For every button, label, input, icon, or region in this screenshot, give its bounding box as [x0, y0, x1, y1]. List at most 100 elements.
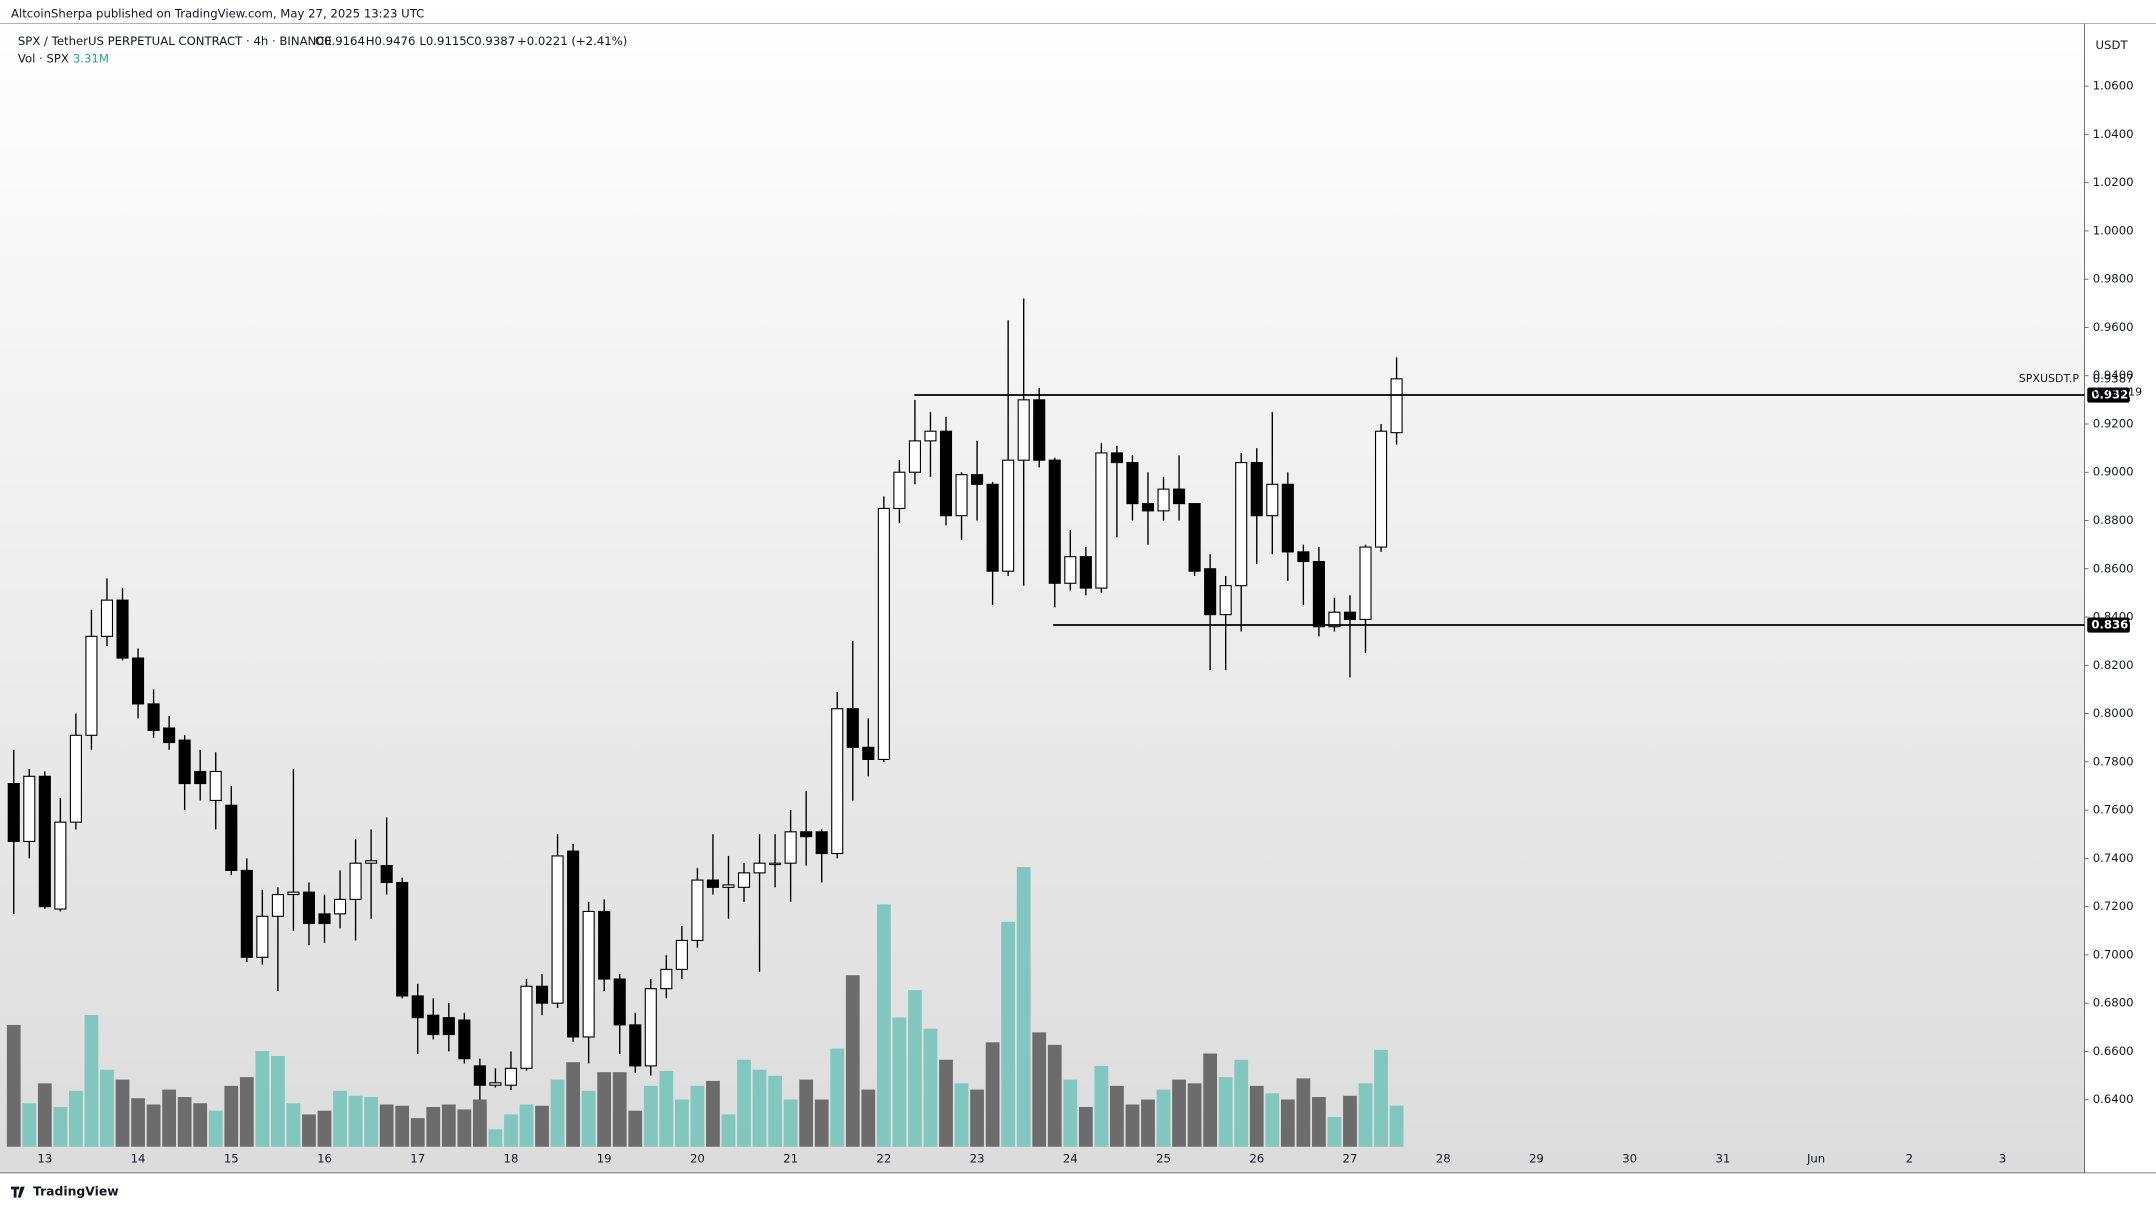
volume-bar [287, 1103, 301, 1147]
volume-bar [1126, 1104, 1140, 1146]
volume-bar [675, 1100, 689, 1147]
candle-body [1049, 460, 1060, 583]
y-tick-label: 0.6600 [2093, 1044, 2134, 1058]
volume-bar [644, 1086, 658, 1147]
candle-body [909, 441, 920, 472]
plot-background [0, 0, 2085, 1173]
candle-body [195, 771, 206, 783]
volume-bar [1281, 1100, 1295, 1147]
candle-body [1111, 453, 1122, 463]
volume-bar [193, 1103, 207, 1147]
volume-bar [224, 1086, 238, 1147]
candle-body [568, 851, 579, 1037]
candle-body [1391, 379, 1402, 433]
candle-body [8, 784, 19, 842]
candle-body [1360, 547, 1371, 619]
volume-bar [1001, 922, 1015, 1147]
candle-body [133, 658, 144, 704]
candle-body [505, 1068, 516, 1085]
y-tick-label: 0.8200 [2093, 658, 2134, 672]
volume-bar [1219, 1077, 1233, 1147]
candle-body [537, 986, 548, 1003]
x-tick-label: 13 [37, 1152, 52, 1166]
candle-body [474, 1066, 485, 1085]
volume-bar [1390, 1106, 1404, 1147]
candle-body [972, 475, 983, 485]
candle-body [552, 856, 563, 1003]
volume-bar [1234, 1060, 1248, 1147]
volume-bar [846, 975, 860, 1147]
volume-bar [986, 1042, 1000, 1146]
candle-body [583, 911, 594, 1036]
candle-body [521, 986, 532, 1068]
volume-bar [659, 1071, 673, 1147]
volume-bar [551, 1080, 565, 1147]
volume-bar [318, 1111, 332, 1147]
x-tick-label: 24 [1063, 1152, 1078, 1166]
x-tick-label: 25 [1156, 1152, 1171, 1166]
last-price-label: 0.9387 [2093, 371, 2134, 385]
candle-body [24, 776, 35, 841]
x-tick-label: 28 [1436, 1152, 1451, 1166]
candle-body [1174, 489, 1185, 503]
candle-body [412, 996, 423, 1018]
candle-body [925, 431, 936, 441]
volume-bar [1095, 1066, 1109, 1147]
volume-bar [815, 1100, 829, 1147]
volume-bar [1328, 1117, 1342, 1147]
candle-body [1282, 484, 1293, 552]
volume-bar [970, 1090, 984, 1147]
countdown: 02:36:19 [2093, 386, 2142, 399]
volume-bar [1063, 1080, 1077, 1147]
volume-bar [209, 1111, 223, 1147]
y-tick-label: 0.7400 [2093, 851, 2134, 865]
volume-bar [69, 1091, 83, 1147]
volume-bar [939, 1060, 953, 1147]
volume-bar [1343, 1096, 1357, 1147]
volume-bar [1110, 1086, 1124, 1147]
candle-body [1142, 504, 1153, 511]
y-tick-label: 1.0600 [2093, 79, 2134, 93]
low-label: L0.9115 [419, 34, 466, 48]
volume-bar [349, 1096, 363, 1147]
candle-body [707, 880, 718, 887]
candle-body [801, 832, 812, 837]
candle-body [692, 880, 703, 940]
high-label: H0.9476 [366, 34, 416, 48]
candle-body [832, 709, 843, 854]
candle-body [1205, 569, 1216, 615]
y-tick-label: 0.6800 [2093, 996, 2134, 1010]
volume-bar [1141, 1100, 1155, 1147]
y-tick-label: 1.0200 [2093, 175, 2134, 189]
footer-brand: TradingView [33, 1185, 119, 1199]
candle-body [1018, 400, 1029, 460]
x-tick-label: 27 [1343, 1152, 1358, 1166]
candle-body [443, 1018, 454, 1035]
x-tick-label: 30 [1622, 1152, 1637, 1166]
candle-body [956, 475, 967, 516]
open-label: O0.9164 [315, 34, 365, 48]
volume-bar [85, 1015, 99, 1147]
candle-body [676, 940, 687, 969]
candle-body [366, 861, 377, 863]
y-tick-label: 0.8600 [2093, 561, 2134, 575]
volume-bar [706, 1081, 720, 1147]
candle-body [1376, 431, 1387, 547]
volume-bar [799, 1080, 813, 1147]
volume-bar [737, 1060, 751, 1147]
volume-bar [426, 1107, 440, 1147]
volume-label: 3.31M [73, 52, 109, 66]
change-label: +0.0221 (+2.41%) [517, 34, 627, 48]
candle-body [785, 832, 796, 863]
candle-body [148, 704, 159, 731]
candle-body [1096, 453, 1107, 588]
x-tick-label: 18 [504, 1152, 519, 1166]
volume-bar [691, 1086, 705, 1147]
volume-bar [955, 1083, 969, 1146]
volume-bar [457, 1109, 471, 1146]
volume-bar [489, 1129, 503, 1146]
x-tick-label: 26 [1249, 1152, 1264, 1166]
candle-body [723, 885, 734, 887]
